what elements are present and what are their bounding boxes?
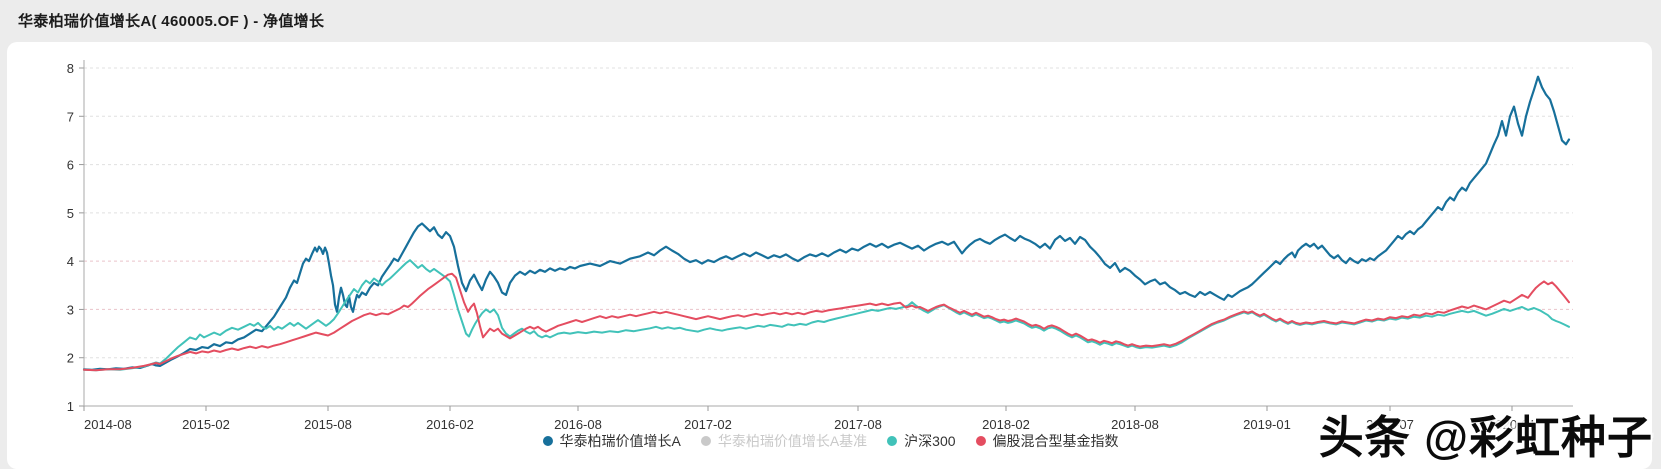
toutiao-watermark: 头条 @彩虹种子	[1318, 411, 1653, 463]
y-axis-label-6: 6	[67, 158, 74, 173]
x-axis-label-2018-08: 2018-08	[1111, 417, 1159, 432]
legend-item-label: 偏股混合型基金指数	[992, 433, 1119, 449]
legend-item-label: 华泰柏瑞价值增长A基准	[717, 433, 868, 449]
series-line-偏股混合型基金指数	[83, 272, 1570, 372]
legend-dot-icon	[887, 436, 898, 446]
x-axis-label-2019-07: 2019-07	[1366, 417, 1414, 432]
legend-dot-icon	[975, 436, 986, 446]
y-axis-label-1: 1	[67, 399, 74, 414]
x-axis-label-2020-01: 2020-01	[1488, 417, 1536, 432]
y-axis-label-5: 5	[67, 206, 74, 221]
legend-dot-icon	[542, 436, 553, 446]
legend-item-华泰柏瑞价值增长A基准[interactable]: 华泰柏瑞价值增长A基准	[700, 431, 868, 451]
chart-legend: 华泰柏瑞价值增长A 华泰柏瑞价值增长A基准 沪深300 偏股混合型基金指数	[542, 431, 1119, 451]
legend-dot-icon	[700, 436, 711, 446]
series-line-沪深300	[83, 259, 1570, 372]
legend-item-沪深300[interactable]: 沪深300	[887, 431, 956, 451]
x-axis-label-2015-08: 2015-08	[304, 417, 352, 432]
legend-item-label: 华泰柏瑞价值增长A	[559, 433, 681, 449]
title-bar: 华泰柏瑞价值增长A( 460005.OF ) - 净值增长	[0, 0, 1661, 42]
y-axis-label-7: 7	[67, 109, 74, 124]
page-title: 华泰柏瑞价值增长A( 460005.OF ) - 净值增长	[18, 13, 325, 30]
y-axis-label-2: 2	[67, 351, 74, 366]
x-axis-label-2014-08: 2014-08	[84, 417, 132, 432]
x-axis-label-2015-02: 2015-02	[182, 417, 230, 432]
series-line-华泰柏瑞价值增长A	[82, 75, 1571, 371]
legend-item-label: 沪深300	[904, 433, 956, 449]
y-axis-label-8: 8	[67, 61, 74, 76]
x-axis-label-2016-08: 2016-08	[554, 417, 602, 432]
y-axis-label-4: 4	[67, 254, 74, 269]
x-axis-label-2017-02: 2017-02	[684, 417, 732, 432]
legend-item-华泰柏瑞价值增长A[interactable]: 华泰柏瑞价值增长A	[542, 431, 681, 451]
x-axis-label-2016-02: 2016-02	[426, 417, 474, 432]
legend-item-偏股混合型基金指数[interactable]: 偏股混合型基金指数	[975, 431, 1119, 451]
x-axis-label-2017-08: 2017-08	[834, 417, 882, 432]
x-axis-label-2018-02: 2018-02	[982, 417, 1030, 432]
x-axis-label-2019-01: 2019-01	[1243, 417, 1291, 432]
y-axis-label-3: 3	[67, 302, 74, 317]
